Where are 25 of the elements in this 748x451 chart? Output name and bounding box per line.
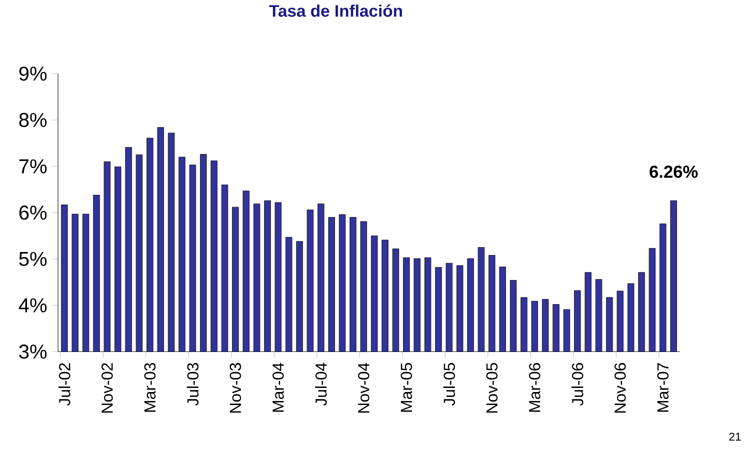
x-tick-label: Jul-06 [572,363,584,406]
x-tick-label: Jul-03 [186,363,199,406]
x-tick-label: Nov-04 [358,363,370,413]
y-tick-label: 8% [19,113,47,128]
x-tick-label: Nov-02 [102,363,113,413]
text: 21 [729,432,741,441]
x-tick-label: Jul-02 [58,363,70,406]
y-tick-label: 4% [18,298,47,312]
y-tick-label: 6% [19,206,47,220]
chart-title: Tasa de Inflación [269,4,402,18]
x-tick-label: Jul-05 [443,363,456,406]
y-tick-label: 7% [19,160,47,174]
x-tick-label: Nov-03 [230,363,242,413]
x-tick-label: Mar-07 [657,363,669,412]
x-tick-label: Mar-04 [272,363,284,412]
x-tick-label: Nov-05 [486,363,498,413]
x-tick-label: Nov-06 [614,363,626,413]
x-tick-label: Mar-03 [144,363,156,412]
y-tick-label: 3% [19,344,47,359]
x-tick-label: Jul-04 [315,363,327,406]
x-tick-label: Mar-05 [400,363,412,412]
y-tick-label: 9% [19,66,47,81]
x-tick-label: Mar-06 [529,363,540,412]
y-tick-label: 5% [19,252,47,266]
data-label: 6.26% [650,166,698,178]
